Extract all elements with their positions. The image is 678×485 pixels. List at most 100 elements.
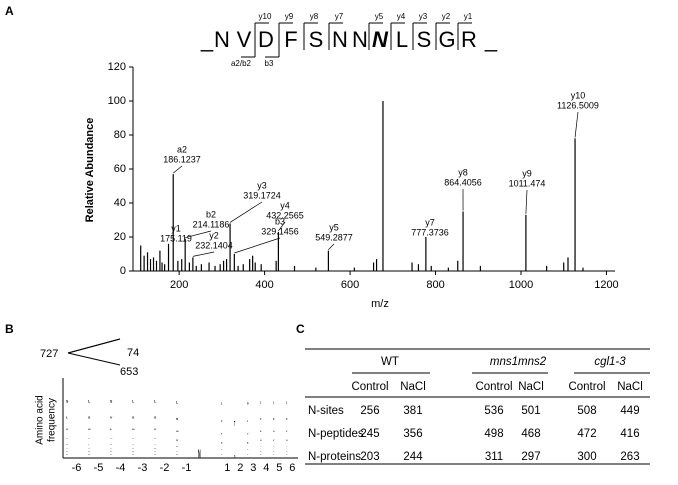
leader-line — [328, 243, 335, 250]
group-header: cgl1-3 — [594, 356, 626, 368]
cell: 256 — [360, 405, 379, 417]
logo-letter: A — [176, 451, 179, 452]
logo-letter: V — [110, 416, 112, 419]
logo-letter: S — [176, 417, 178, 420]
ion-label: y7 — [425, 217, 435, 227]
cell: 203 — [360, 451, 379, 463]
leader-line — [234, 237, 281, 254]
logo-letter: K — [110, 458, 113, 459]
b-ion-label: a2/b2 — [231, 59, 252, 68]
mz-label: 175.119 — [160, 233, 192, 243]
mz-label: 232.1404 — [195, 240, 233, 250]
count: 727 — [40, 348, 58, 360]
cell: 536 — [484, 405, 503, 417]
logo-letter: T — [234, 421, 236, 429]
logo-letter: E — [247, 449, 248, 450]
leader-line — [278, 221, 286, 232]
logo-letter: L — [154, 399, 156, 403]
logo-letter: D — [132, 452, 135, 453]
row-header: N-peptides — [308, 428, 364, 440]
y-tick-label: 40 — [114, 197, 126, 209]
logo-letter: G — [221, 454, 224, 455]
logo-letter: L — [110, 428, 113, 431]
mz-label: 1126.5009 — [557, 100, 599, 110]
cell: 472 — [577, 428, 596, 440]
cell: 508 — [577, 405, 596, 417]
y-ion-label: y1 — [464, 12, 473, 21]
logo-letter: T — [154, 452, 157, 453]
logo-letter: L — [176, 400, 179, 404]
wedge-line — [67, 338, 121, 354]
cell: 356 — [403, 428, 422, 440]
logo-letter: R — [88, 458, 91, 459]
logo-letter: E — [221, 449, 222, 450]
logo-letter: D — [88, 455, 91, 456]
logo-letter: S — [260, 431, 262, 433]
logo-letter: T — [110, 444, 113, 445]
logo-position-label: -3 — [138, 462, 148, 474]
residue: V — [237, 27, 252, 52]
ion-label: y8 — [458, 167, 468, 177]
y-tick-label: 100 — [108, 95, 126, 107]
logo-position-label: 2 — [237, 462, 243, 474]
logo-letter: A — [247, 442, 249, 444]
column-header: NaCl — [617, 381, 643, 393]
x-tick-label: 800 — [426, 279, 444, 291]
logo-letter: L — [88, 399, 90, 403]
logo-letter: G — [273, 431, 275, 433]
logo-letter: V — [273, 440, 275, 442]
logo-letter: G — [176, 430, 179, 433]
residue: R — [461, 27, 477, 52]
logo-letter: V — [132, 437, 135, 439]
logo-letter: V — [286, 431, 288, 433]
leader-line — [574, 111, 579, 138]
logo-letter: I — [88, 444, 89, 445]
cell: 498 — [484, 428, 503, 440]
logo-letter: L — [247, 419, 249, 422]
logo-letter: V — [176, 439, 179, 441]
logo-y-label: frequency — [47, 398, 58, 442]
logo-letter: L — [286, 400, 287, 405]
mz-label: 864.4056 — [444, 177, 482, 187]
leader-line — [172, 165, 183, 174]
logo-letter: P — [260, 458, 261, 459]
residue: D — [258, 27, 274, 52]
logo-letter: A — [221, 442, 223, 444]
logo-letter: L — [132, 399, 134, 403]
logo-letter: S — [132, 416, 134, 419]
x-tick-label: 200 — [170, 279, 188, 291]
mz-label: 549.2877 — [315, 232, 353, 242]
column-header: NaCl — [518, 381, 544, 393]
panel-label: C — [296, 322, 305, 336]
logo-position-label: -5 — [94, 462, 104, 474]
panel-label: A — [5, 4, 14, 18]
residue: L — [396, 27, 408, 52]
leader-line — [192, 251, 215, 257]
logo-letter: G — [286, 440, 288, 442]
logo-letter: G — [260, 440, 262, 442]
logo-letter: V — [66, 428, 69, 431]
y-ion-label: y8 — [310, 12, 319, 21]
x-tick-label: 600 — [341, 279, 359, 291]
logo-letter: N — [198, 447, 201, 461]
logo-letter: E — [286, 451, 287, 452]
column-header: Control — [351, 381, 388, 393]
logo-letter: G — [154, 437, 157, 439]
mz-label: 329.1456 — [261, 226, 299, 236]
logo-letter: E — [132, 458, 135, 459]
logo-letter: P — [154, 458, 157, 459]
logo-letter: S — [247, 454, 248, 455]
logo-letter: A — [66, 448, 69, 449]
mz-label: 214.1186 — [193, 219, 230, 229]
logo-letter: G — [66, 444, 69, 445]
logo-letter: E — [176, 454, 179, 455]
cell: 501 — [521, 405, 540, 417]
y-ion-label: y10 — [259, 12, 272, 21]
ion-label: y3 — [257, 180, 267, 190]
logo-letter: T — [273, 454, 274, 455]
leader-line — [229, 201, 263, 223]
logo-letter: D — [176, 446, 179, 447]
logo-letter: V — [88, 437, 91, 439]
logo-letter: E — [154, 448, 157, 449]
